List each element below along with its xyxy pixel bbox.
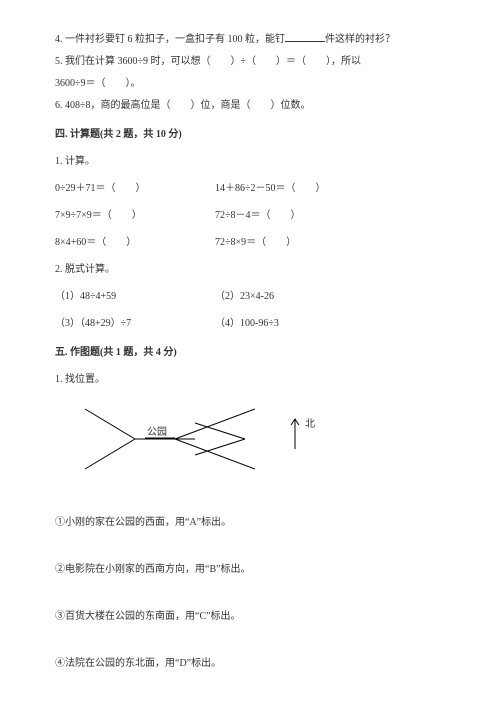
park-label: 公园	[147, 426, 167, 438]
step-s2a: （3）（48+29）÷7	[55, 314, 215, 333]
desc1: ①小刚的家在公园的西面，用“A”标出。	[55, 513, 445, 532]
fill-q5b: 3600÷9＝（ ）。	[55, 74, 445, 93]
calc-r1a: 0÷29＋71＝（ ）	[55, 179, 215, 198]
desc3: ③百货大楼在公园的东南面，用“C”标出。	[55, 607, 445, 626]
desc4: ④法院在公园的东北面，用“D”标出。	[55, 654, 445, 673]
desc2: ②电影院在小刚家的西南方向，用“B”标出。	[55, 560, 445, 579]
calc-r2a: 7×9÷7×9＝（ ）	[55, 206, 215, 225]
calc-row3: 8×4+60＝（ ） 72÷8×9＝（ ）	[55, 233, 445, 252]
sec4-q1: 1. 计算。	[55, 152, 445, 171]
fill-q4-tail: 件这样的衬衫？	[325, 34, 395, 45]
calc-row1: 0÷29＋71＝（ ） 14＋86÷2－50＝（ ）	[55, 179, 445, 198]
fill-q4-text: 4. 一件衬衫要钉 6 粒扣子，一盒扣子有 100 粒，能钉	[55, 34, 285, 45]
step-row1: （1）48÷4+59 （2）23×4-26	[55, 287, 445, 306]
page-content: 4. 一件衬衫要钉 6 粒扣子，一盒扣子有 100 粒，能钉 件这样的衬衫？ 5.…	[0, 0, 500, 706]
blank-field	[285, 30, 325, 42]
fill-q5a: 5. 我们在计算 3600÷9 时，可以想（ ）÷（ ）＝（ ），所以	[55, 52, 445, 71]
fill-q4: 4. 一件衬衫要钉 6 粒扣子，一盒扣子有 100 粒，能钉 件这样的衬衫？	[55, 30, 445, 49]
diagram-svg: 公园 北	[65, 399, 365, 489]
step-s1a: （1）48÷4+59	[55, 287, 215, 306]
diagram: 公园 北	[65, 399, 365, 489]
north-label: 北	[305, 418, 315, 430]
step-s2b: （4）100-96÷3	[215, 314, 279, 333]
section5-title: 五. 作图题(共 1 题，共 4 分)	[55, 343, 445, 362]
section4-title: 四. 计算题(共 2 题，共 10 分)	[55, 125, 445, 144]
step-s1b: （2）23×4-26	[215, 287, 274, 306]
sec5-q1: 1. 找位置。	[55, 370, 445, 389]
step-row2: （3）（48+29）÷7 （4）100-96÷3	[55, 314, 445, 333]
calc-r3b: 72÷8×9＝（ ）	[215, 233, 296, 252]
calc-r1b: 14＋86÷2－50＝（ ）	[215, 179, 326, 198]
sec4-q2: 2. 脱式计算。	[55, 260, 445, 279]
calc-row2: 7×9÷7×9＝（ ） 72÷8－4＝（ ）	[55, 206, 445, 225]
calc-r2b: 72÷8－4＝（ ）	[215, 206, 301, 225]
calc-r3a: 8×4+60＝（ ）	[55, 233, 215, 252]
fill-q6: 6. 408÷8，商的最高位是（ ）位，商是（ ）位数。	[55, 96, 445, 115]
